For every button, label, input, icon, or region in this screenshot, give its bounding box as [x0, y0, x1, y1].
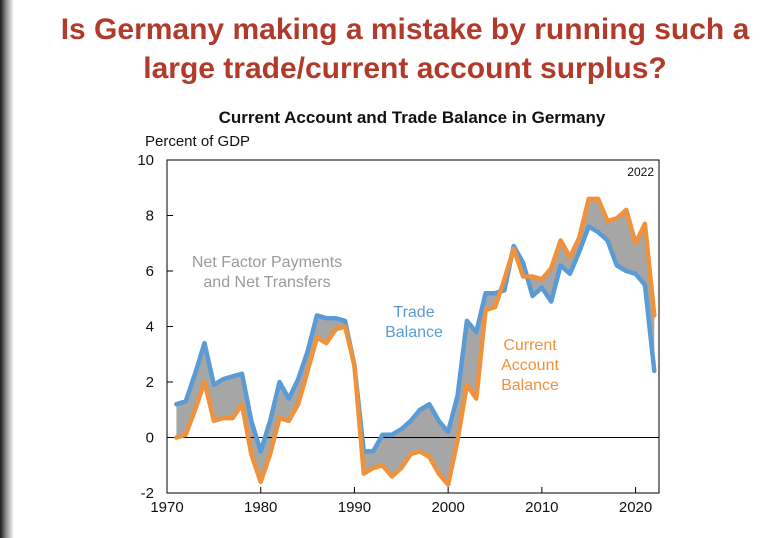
- y-tick-label: 0: [146, 430, 154, 447]
- x-tick-label: 2000: [431, 499, 464, 516]
- net-factor-payments-area: [176, 198, 655, 485]
- trade-balance-line: [174, 224, 657, 454]
- slide-title-line-2: large trade/current account surplus?: [143, 52, 667, 85]
- y-tick-label: 6: [146, 263, 154, 280]
- y-tick-label: 10: [137, 152, 154, 169]
- y-tick-label: 4: [146, 319, 154, 336]
- slide-title: Is Germany making a mistake by running s…: [0, 10, 782, 88]
- slide-title-line-1: Is Germany making a mistake by running s…: [60, 13, 750, 46]
- current-account-balance-label: Balance: [501, 377, 559, 394]
- current-account-balance-label: Account: [501, 357, 559, 374]
- x-tick-label: 2010: [525, 499, 558, 516]
- x-tick-label: 1970: [150, 499, 183, 516]
- y-tick-label: 2: [146, 374, 154, 391]
- plot-area: -2 0 2 4 6 8 10 1970 1980 1990 2000 2010 2020 2022 Net…: [137, 152, 660, 516]
- trade-balance-label: Trade: [393, 304, 434, 321]
- chart-title: Current Account and Trade Balance in Ger…: [219, 108, 606, 127]
- x-tick-label: 1990: [338, 499, 371, 516]
- net-factor-payments-label: Net Factor Payments: [192, 254, 342, 271]
- corner-year-label: 2022: [627, 165, 654, 179]
- x-tick-label: 1980: [244, 499, 277, 516]
- x-tick-label: 2020: [619, 499, 652, 516]
- current-account-balance-line: [174, 196, 657, 487]
- slide-edge-shadow: [0, 0, 14, 538]
- y-axis-label: Percent of GDP: [145, 133, 250, 150]
- current-account-balance-label: Current: [503, 337, 557, 354]
- y-tick-label: -2: [141, 485, 154, 502]
- y-tick-label: 8: [146, 208, 154, 225]
- trade-balance-label: Balance: [385, 324, 443, 341]
- net-factor-payments-label: and Net Transfers: [203, 274, 330, 291]
